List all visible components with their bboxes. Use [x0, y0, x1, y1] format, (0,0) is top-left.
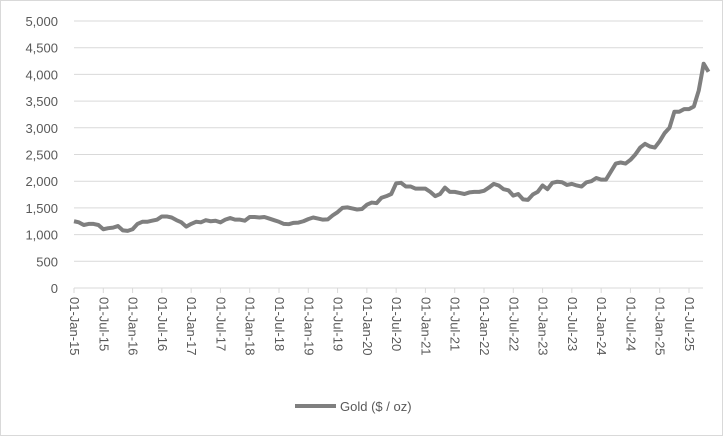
y-tick-label: 500	[36, 254, 58, 269]
x-tick-label: 01-Jul-15	[96, 297, 111, 351]
x-tick-label: 01-Jan-24	[594, 297, 609, 356]
y-tick-label: 2,000	[25, 174, 58, 189]
y-tick-label: 1,000	[25, 228, 58, 243]
x-tick-label: 01-Jan-23	[536, 297, 551, 356]
x-tick-label: 01-Jul-18	[272, 297, 287, 351]
y-tick-label: 5,000	[25, 14, 58, 29]
x-tick-label: 01-Jul-19	[331, 297, 346, 351]
x-tick-label: 01-Jan-18	[243, 297, 258, 356]
series-layer	[74, 64, 709, 231]
x-tick-label: 01-Jul-16	[155, 297, 170, 351]
x-tick-label: 01-Jan-20	[360, 297, 375, 356]
y-tick-label: 0	[51, 281, 58, 296]
legend-label-gold: Gold ($ / oz)	[340, 399, 412, 414]
x-axis-ticks: 01-Jan-15 01-Jul-15 01-Jan-16 01-Jul-16 01-J…	[67, 288, 697, 356]
y-tick-label: 3,500	[25, 94, 58, 109]
x-tick-label: 01-Jan-19	[301, 297, 316, 356]
gridlines	[74, 21, 703, 288]
x-tick-label: 01-Jul-24	[623, 297, 638, 351]
x-tick-label: 01-Jan-25	[653, 297, 668, 356]
y-tick-label: 3,000	[25, 121, 58, 136]
series-line-gold	[74, 64, 709, 231]
x-tick-label: 01-Jul-21	[448, 297, 463, 351]
x-tick-label: 01-Jan-17	[184, 297, 199, 356]
x-tick-label: 01-Jul-23	[565, 297, 580, 351]
x-tick-label: 01-Jul-25	[682, 297, 697, 351]
x-tick-label: 01-Jan-16	[126, 297, 141, 356]
y-tick-label: 2,500	[25, 148, 58, 163]
legend: Gold ($ / oz)	[295, 399, 412, 414]
x-tick-label: 01-Jan-15	[67, 297, 82, 356]
x-tick-label: 01-Jan-21	[418, 297, 433, 356]
y-axis-ticks: 0 500 1,000 1,500 2,000 2,500 3,000 3,500 4,000 4…	[25, 14, 58, 296]
x-tick-label: 01-Jul-20	[389, 297, 404, 351]
x-tick-label: 01-Jul-22	[506, 297, 521, 351]
x-tick-label: 01-Jul-17	[213, 297, 228, 351]
y-tick-label: 1,500	[25, 201, 58, 216]
y-tick-label: 4,000	[25, 67, 58, 82]
y-tick-label: 4,500	[25, 41, 58, 56]
x-tick-label: 01-Jan-22	[477, 297, 492, 356]
